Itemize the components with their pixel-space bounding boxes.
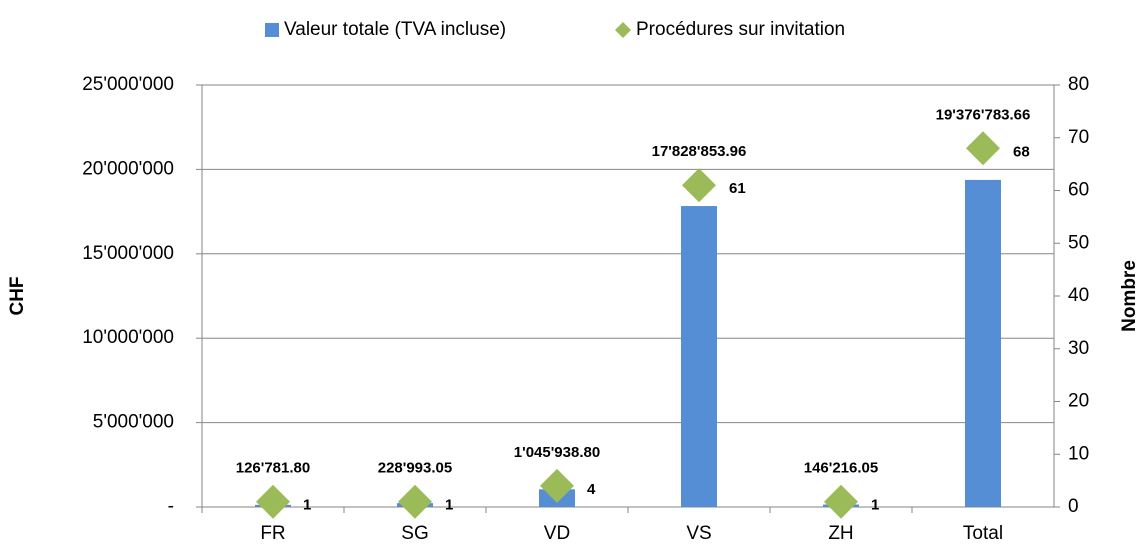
x-tick-label: VD — [544, 523, 570, 544]
y-axis-title: CHF — [7, 276, 28, 315]
y2-tick-label: 80 — [1068, 74, 1089, 95]
bar — [965, 179, 1001, 507]
x-tick-label: ZH — [828, 523, 853, 544]
value-label: 1'045'938.80 — [514, 444, 600, 461]
y2-tick-label: 30 — [1068, 338, 1089, 359]
y2-tick-label: 40 — [1068, 285, 1089, 306]
y-tick-label: - — [168, 496, 174, 517]
x-tick-label: SG — [401, 523, 428, 544]
y2-tick-label: 60 — [1068, 180, 1089, 201]
bar — [681, 206, 717, 507]
value-label: 126'781.80 — [236, 460, 310, 477]
marker — [256, 484, 290, 519]
legend-label: Procédures sur invitation — [636, 19, 845, 40]
value-label: 4 — [587, 481, 596, 498]
y-tick-label: 5'000'000 — [93, 412, 174, 433]
legend-label: Valeur totale (TVA incluse) — [284, 19, 506, 40]
x-tick-label: Total — [963, 523, 1003, 544]
x-tick-label: VS — [686, 523, 711, 544]
value-label: 61 — [729, 180, 746, 197]
value-label: 1 — [445, 497, 453, 514]
y-tick-label: 25'000'000 — [82, 74, 174, 95]
value-label: 228'993.05 — [378, 460, 452, 477]
value-label: 1 — [871, 497, 879, 514]
plot-border — [201, 84, 1055, 508]
y-tick-label: 15'000'000 — [82, 243, 174, 264]
y2-tick-label: 70 — [1068, 127, 1089, 148]
y2-tick-label: 50 — [1068, 232, 1089, 253]
value-label: 146'216.05 — [804, 460, 878, 477]
marker — [398, 484, 432, 519]
value-label: 17'828'853.96 — [652, 143, 747, 160]
marker — [966, 131, 1000, 166]
legend-swatch — [265, 23, 279, 37]
y2-axis-title: Nombre — [1119, 260, 1140, 332]
y2-tick-label: 20 — [1068, 391, 1089, 412]
marker — [540, 468, 574, 503]
x-tick-label: FR — [260, 523, 285, 544]
value-label: 68 — [1013, 143, 1030, 160]
marker — [682, 168, 716, 203]
legend-swatch — [615, 22, 631, 38]
y2-tick-label: 0 — [1068, 496, 1079, 517]
y-tick-label: 20'000'000 — [82, 158, 174, 179]
y2-tick-label: 10 — [1068, 443, 1089, 464]
y-tick-label: 10'000'000 — [82, 327, 174, 348]
value-label: 1 — [303, 497, 311, 514]
value-label: 19'376'783.66 — [936, 106, 1031, 123]
marker — [824, 484, 858, 519]
